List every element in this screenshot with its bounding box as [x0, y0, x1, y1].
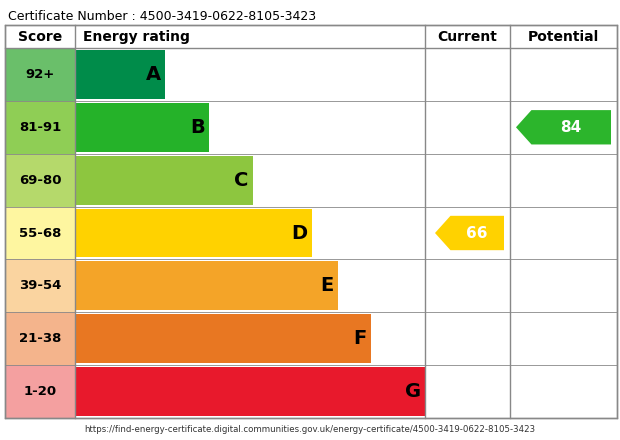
Text: Score: Score	[18, 29, 62, 44]
Bar	[75, 209, 312, 257]
Bar	[5, 260, 75, 312]
Text: 69-80: 69-80	[19, 174, 61, 187]
Bar	[5, 25, 617, 48]
Text: 1-20: 1-20	[24, 385, 56, 398]
Bar	[5, 48, 75, 101]
Text: B: B	[190, 118, 205, 137]
Bar	[75, 50, 165, 99]
Bar	[75, 156, 252, 205]
Bar	[5, 101, 75, 154]
Bar	[5, 154, 75, 206]
Bar	[75, 261, 337, 310]
Bar	[5, 25, 617, 418]
Text: C: C	[234, 171, 249, 190]
Text: A: A	[146, 65, 161, 84]
Text: 55-68: 55-68	[19, 227, 61, 239]
Polygon shape	[516, 110, 611, 144]
Polygon shape	[435, 216, 504, 250]
Text: G: G	[405, 382, 421, 401]
Text: https://find-energy-certificate.digital.communities.gov.uk/energy-certificate/45: https://find-energy-certificate.digital.…	[84, 425, 536, 434]
Bar	[75, 103, 209, 152]
Text: Energy rating: Energy rating	[83, 29, 190, 44]
Bar	[5, 206, 75, 260]
Text: F: F	[353, 329, 367, 348]
Text: 39-54: 39-54	[19, 279, 61, 292]
Text: 92+: 92+	[25, 68, 55, 81]
Bar	[5, 312, 75, 365]
Text: Current: Current	[438, 29, 497, 44]
Text: 84: 84	[560, 120, 582, 135]
Text: 81-91: 81-91	[19, 121, 61, 134]
Text: D: D	[291, 224, 308, 242]
Text: Potential: Potential	[528, 29, 599, 44]
Bar	[75, 367, 425, 416]
Text: E: E	[321, 276, 334, 295]
Text: 66: 66	[466, 225, 488, 241]
Text: Certificate Number : 4500-3419-0622-8105-3423: Certificate Number : 4500-3419-0622-8105…	[8, 10, 316, 23]
Bar	[5, 365, 75, 418]
Text: 21-38: 21-38	[19, 332, 61, 345]
Bar	[75, 314, 371, 363]
